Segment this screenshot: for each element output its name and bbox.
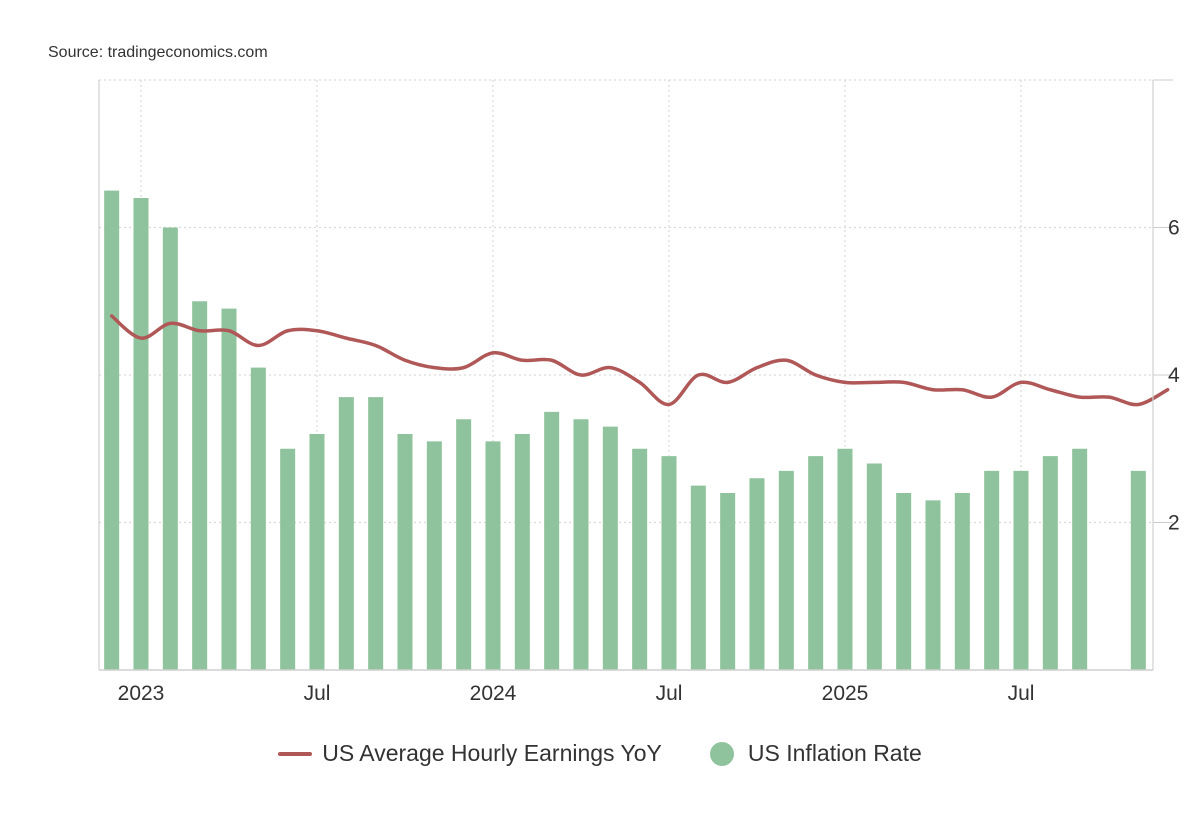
earnings-line: [109, 314, 1170, 407]
legend-item-inflation[interactable]: US Inflation Rate: [709, 740, 922, 767]
inflation-bar: [661, 456, 677, 670]
inflation-bar: [573, 419, 589, 670]
inflation-bar: [280, 448, 296, 670]
x-tick-label: 2023: [118, 682, 165, 705]
x-tick-label: Jul: [304, 682, 331, 705]
inflation-bar: [632, 448, 648, 670]
y-tick-label: 6: [1168, 217, 1180, 240]
earnings-line-group: [109, 314, 1170, 407]
x-tick-label: Jul: [656, 682, 683, 705]
inflation-bar: [397, 434, 413, 670]
inflation-bar: [896, 493, 912, 670]
inflation-bar: [1072, 448, 1088, 670]
inflation-bar: [456, 419, 472, 670]
inflation-bar: [368, 397, 384, 670]
inflation-bar: [162, 227, 178, 670]
inflation-bar: [1042, 456, 1058, 670]
legend-line-swatch: [278, 751, 313, 756]
inflation-bar: [690, 485, 706, 670]
legend-label-inflation: US Inflation Rate: [747, 740, 922, 766]
inflation-bar: [749, 478, 765, 670]
inflation-bar: [221, 308, 237, 670]
y-tick-label: 2: [1168, 512, 1180, 535]
inflation-bar: [954, 493, 970, 670]
inflation-bar: [602, 426, 618, 670]
inflation-bar: [778, 470, 794, 670]
inflation-bar: [1013, 470, 1029, 670]
inflation-bar: [544, 411, 560, 670]
inflation-bar: [984, 470, 1000, 670]
inflation-bars: [104, 190, 1146, 670]
inflation-bar: [808, 456, 824, 670]
inflation-bar: [514, 434, 530, 670]
y-tick-label: 4: [1168, 364, 1180, 387]
inflation-bar: [104, 190, 120, 670]
inflation-bar: [309, 434, 325, 670]
source-note: Source: tradingeconomics.com: [48, 44, 268, 61]
legend-label-earnings: US Average Hourly Earnings YoY: [322, 740, 662, 766]
x-tick-label: 2024: [470, 682, 517, 705]
inflation-bar: [485, 441, 501, 670]
legend-item-earnings[interactable]: US Average Hourly Earnings YoY: [278, 740, 662, 767]
legend-dot-swatch: [709, 741, 734, 766]
inflation-bar: [192, 301, 208, 670]
inflation-bar: [837, 448, 853, 670]
inflation-bar: [338, 397, 354, 670]
inflation-bar: [1130, 470, 1146, 670]
inflation-bar: [866, 463, 882, 670]
inflation-bar: [133, 198, 149, 670]
inflation-bar: [925, 500, 941, 670]
inflation-bar: [250, 367, 266, 670]
legend: US Average Hourly Earnings YoY US Inflat…: [0, 740, 1200, 767]
x-tick-label: Jul: [1008, 682, 1035, 705]
axes: 2 4 6 2023 Jul 2024 Jul 2025 Jul: [98, 79, 1180, 705]
x-tick-label: 2025: [822, 682, 869, 705]
inflation-bar: [720, 493, 736, 670]
inflation-bar: [426, 441, 442, 670]
